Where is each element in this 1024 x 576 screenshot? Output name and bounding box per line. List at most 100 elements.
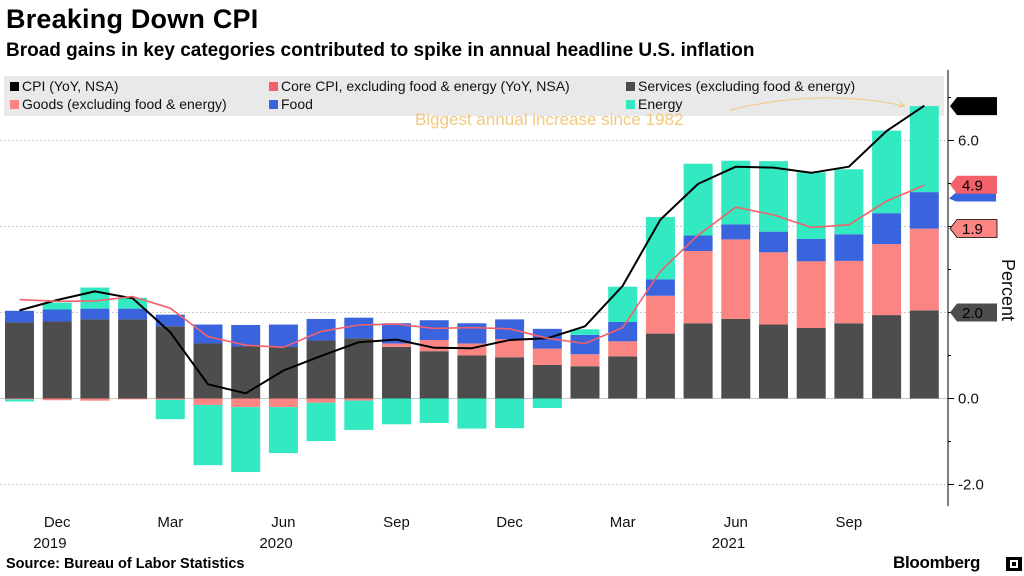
bar-food <box>721 224 751 240</box>
legend-label-food: Food <box>281 96 313 112</box>
legend-label-energy: Energy <box>638 96 683 112</box>
legend-label-goods: Goods (excluding food & energy) <box>22 96 227 112</box>
bar-services <box>872 315 902 399</box>
value-tag-bg <box>949 219 998 238</box>
bar-energy <box>5 399 34 402</box>
legend-item-food: Food <box>269 96 313 112</box>
bar-energy <box>759 161 788 232</box>
bar-services <box>80 319 110 399</box>
bar-energy <box>306 402 336 442</box>
bar-goods <box>759 252 788 325</box>
x-year-label: 2020 <box>259 535 292 552</box>
bar-food <box>796 238 826 262</box>
legend-swatch-energy <box>626 100 635 109</box>
chart-title: Breaking Down CPI <box>6 4 259 34</box>
bar-goods <box>344 398 374 401</box>
bar-services <box>645 333 675 399</box>
value-tag-label: 1.9 <box>962 221 983 238</box>
bar-services <box>570 366 600 399</box>
bar-services <box>155 326 185 399</box>
bar-goods <box>118 398 148 400</box>
bar-goods <box>683 251 713 324</box>
bar-energy <box>419 398 449 424</box>
legend-label-cpi: CPI (YoY, NSA) <box>22 78 119 94</box>
legend-item-goods: Goods (excluding food & energy) <box>10 96 227 112</box>
bar-goods <box>306 398 336 403</box>
bar-energy <box>683 163 713 236</box>
legend-item-core-cpi: Core CPI, excluding food & energy (YoY, … <box>269 78 570 94</box>
y-tick-label: 0.0 <box>958 391 979 408</box>
bar-energy <box>268 407 298 454</box>
bar-food <box>80 308 110 320</box>
value-tag-label: 6.8 <box>962 99 983 116</box>
bar-goods <box>532 348 562 365</box>
bar-energy <box>382 398 411 425</box>
legend-swatch-food <box>269 100 278 109</box>
bar-energy <box>495 398 525 429</box>
source-note: Source: Bureau of Labor Statistics <box>6 556 245 572</box>
value-tag-label: 2.0 <box>962 305 983 322</box>
x-tick-label: Dec <box>44 514 71 531</box>
bar-services <box>344 338 374 399</box>
bar-services <box>268 346 298 399</box>
bar-services <box>796 327 826 399</box>
bar-goods <box>382 343 411 347</box>
bar-services <box>118 319 148 399</box>
bar-food <box>909 192 939 229</box>
bar-energy <box>155 399 185 420</box>
bar-food <box>344 317 374 339</box>
legend: CPI (YoY, NSA) Core CPI, excluding food … <box>4 76 944 116</box>
x-tick-label: Sep <box>836 514 863 531</box>
y-tick-label: 6.0 <box>958 133 979 150</box>
bar-services <box>5 322 34 399</box>
bar-food <box>193 324 223 344</box>
bar-energy <box>570 329 600 335</box>
bar-goods <box>608 341 638 357</box>
bar-goods <box>645 295 675 334</box>
x-tick-label: Dec <box>496 514 523 531</box>
legend-swatch-cpi <box>10 82 19 91</box>
chart-subtitle: Broad gains in key categories contribute… <box>6 40 755 61</box>
bar-food <box>872 213 902 245</box>
x-tick-label: Jun <box>271 514 295 531</box>
legend-label-services: Services (excluding food & energy) <box>638 78 856 94</box>
x-tick-label: Mar <box>157 514 183 531</box>
bar-energy <box>532 398 562 408</box>
x-year-label: 2019 <box>33 535 66 552</box>
food-tag-sliver <box>949 192 996 202</box>
bar-services <box>231 346 261 399</box>
bar-goods <box>5 398 34 400</box>
bar-goods <box>721 239 751 319</box>
annotation-arrow <box>729 97 906 111</box>
bar-food <box>42 309 72 322</box>
bar-food <box>5 310 34 323</box>
legend-item-energy: Energy <box>626 96 682 112</box>
bar-goods <box>495 339 525 358</box>
bar-energy <box>909 106 939 193</box>
x-tick-label: Jun <box>724 514 748 531</box>
bar-food <box>570 334 600 355</box>
bar-food <box>155 314 185 327</box>
bar-food <box>834 234 864 261</box>
legend-item-cpi: CPI (YoY, NSA) <box>10 78 119 94</box>
bloomberg-mark-icon <box>1006 557 1022 571</box>
bar-food <box>118 308 148 320</box>
line-core-cpi <box>19 184 925 349</box>
bar-services <box>909 310 939 399</box>
bar-services <box>42 321 72 399</box>
bar-food <box>683 235 713 252</box>
bar-services <box>721 318 751 399</box>
line-cpi <box>19 104 925 395</box>
value-tag-label: 4.9 <box>962 177 983 194</box>
bar-services <box>759 324 788 399</box>
bar-food <box>608 321 638 342</box>
bar-energy <box>834 169 864 235</box>
value-tag-bg <box>950 175 997 194</box>
annotation-text: Biggest annual increase since 1982 <box>415 110 683 129</box>
bloomberg-logo: Bloomberg <box>893 553 981 572</box>
bar-energy <box>796 172 826 239</box>
bar-food <box>457 323 487 344</box>
bar-services <box>683 323 713 399</box>
bar-energy <box>645 217 675 280</box>
